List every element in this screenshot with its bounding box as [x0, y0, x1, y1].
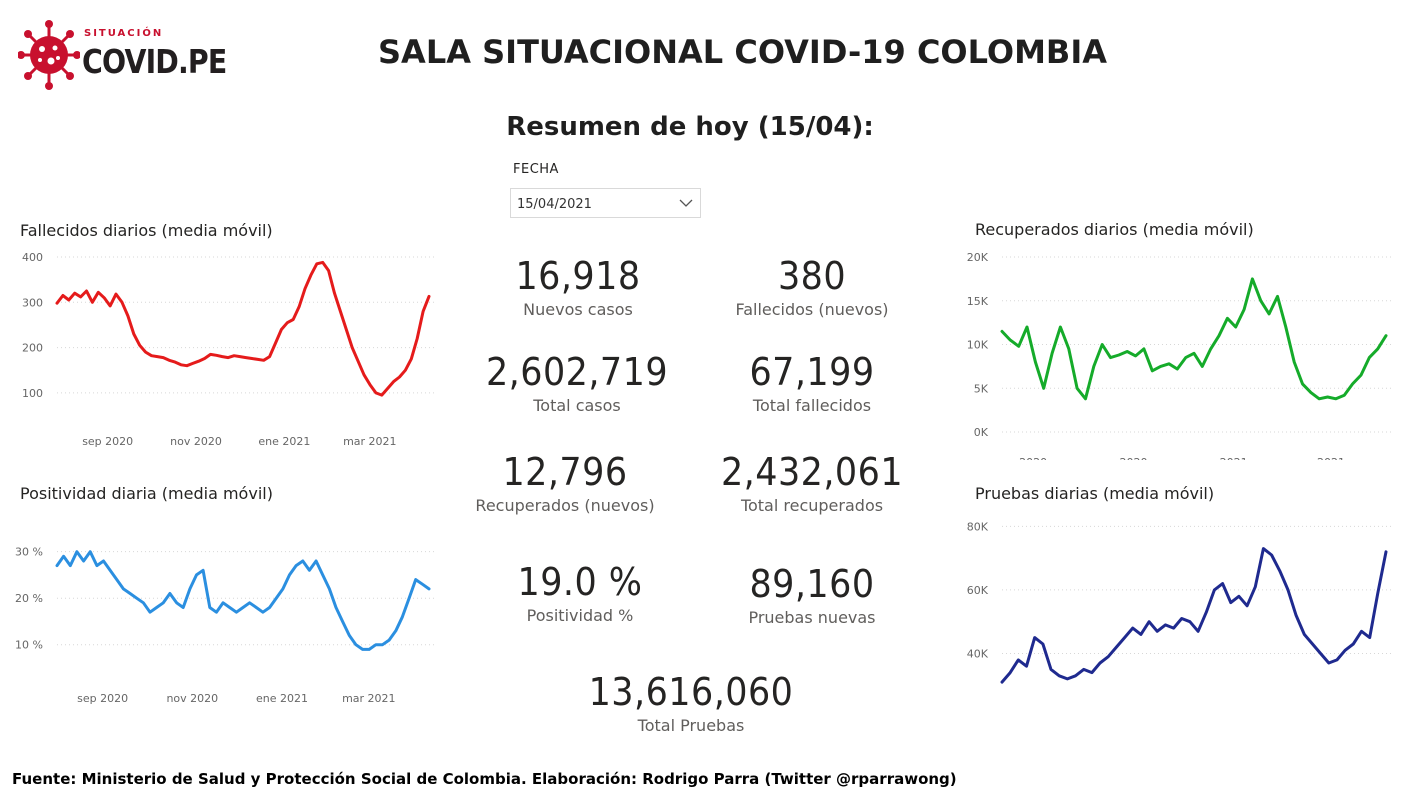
kpi-nuevos-casos: 16,918 Nuevos casos — [478, 254, 678, 320]
kpi-label: Total Pruebas — [637, 716, 745, 735]
series-line-pruebas — [1000, 547, 1388, 684]
y-tick-label: 5K — [974, 382, 989, 395]
series-line-positividad — [55, 550, 431, 651]
logo-top-text: SITUACIÓN — [84, 28, 164, 39]
x-tick-label: ene 2021 — [256, 692, 308, 705]
fallecidos-chart: 100 200 300 400 sep 2020 nov 2020 ene 2021 mar … — [22, 251, 435, 448]
series-line-fallecidos — [55, 260, 431, 397]
kpi-fallecidos-nuevos: 380 Fallecidos (nuevos) — [712, 254, 912, 320]
kpi-value: 2,432,061 — [720, 450, 904, 494]
footer-source: Fuente: Ministerio de Salud y Protección… — [12, 770, 957, 788]
y-tick-label: 200 — [22, 342, 43, 355]
chart-title-fallecidos: Fallecidos diarios (media móvil) — [20, 221, 273, 240]
x-tick-label: sep 2020 — [82, 435, 133, 448]
y-tick-label: 300 — [22, 296, 43, 309]
kpi-label: Nuevos casos — [523, 300, 633, 319]
kpi-pruebas-nuevas: 89,160 Pruebas nuevas — [712, 562, 912, 628]
y-tick-label: 40K — [967, 648, 989, 661]
kpi-value: 380 — [777, 254, 847, 298]
recuperados-chart: 0K 5K 10K 15K 20K sep 2020 nov 2020 ene 2021 mar… — [967, 251, 1392, 460]
logo: SITUACIÓN COVID.PE — [17, 18, 227, 98]
y-tick-label: 30 % — [15, 546, 43, 559]
kpi-label: Pruebas nuevas — [748, 608, 876, 627]
x-tick-label: nov 2020 — [1096, 456, 1148, 460]
x-tick-label: sep 2020 — [996, 456, 1047, 460]
kpi-recuperados-nuevos: 12,796 Recuperados (nuevos) — [465, 450, 665, 516]
kpi-value: 89,160 — [749, 562, 875, 606]
chevron-down-icon — [679, 199, 693, 207]
x-tick-label: mar 2021 — [1292, 456, 1345, 460]
kpi-label: Recuperados (nuevos) — [475, 496, 655, 515]
kpi-value: 16,918 — [515, 254, 641, 298]
y-tick-label: 10K — [967, 339, 989, 352]
chart-title-recuperados: Recuperados diarios (media móvil) — [975, 220, 1254, 239]
kpi-total-fallecidos: 67,199 Total fallecidos — [712, 350, 912, 416]
x-tick-label: nov 2020 — [1116, 722, 1168, 723]
date-filter-dropdown[interactable]: 15/04/2021 — [510, 188, 701, 218]
kpi-value: 2,602,719 — [485, 350, 669, 394]
kpi-value: 13,616,060 — [588, 670, 794, 714]
x-tick-label: ene 2021 — [258, 435, 310, 448]
x-tick-label: mar 2021 — [1297, 722, 1350, 723]
kpi-label: Fallecidos (nuevos) — [735, 300, 889, 319]
kpi-total-casos: 2,602,719 Total casos — [462, 350, 692, 416]
kpi-value: 67,199 — [749, 350, 875, 394]
positividad-chart: 10 % 20 % 30 % sep 2020 nov 2020 ene 2021 mar … — [15, 546, 435, 705]
y-tick-label: 15K — [967, 295, 989, 308]
x-tick-label: mar 2021 — [342, 692, 395, 705]
y-tick-label: 10 % — [15, 639, 43, 652]
kpi-label: Total casos — [533, 396, 621, 415]
date-filter-label: FECHA — [513, 162, 559, 177]
x-tick-label: sep 2020 — [1024, 722, 1075, 723]
date-filter-value: 15/04/2021 — [517, 197, 592, 212]
x-tick-label: ene 2021 — [1196, 456, 1248, 460]
y-tick-label: 0K — [974, 426, 989, 439]
chart-title-pruebas: Pruebas diarias (media móvil) — [975, 484, 1215, 503]
pruebas-chart: 40K 60K 80K sep 2020 nov 2020 ene 2021 mar 202… — [967, 520, 1392, 723]
x-tick-label: mar 2021 — [343, 435, 396, 448]
kpi-value: 19.0 % — [517, 560, 643, 604]
x-tick-label: sep 2020 — [77, 692, 128, 705]
y-tick-label: 100 — [22, 387, 43, 400]
kpi-label: Positividad % — [526, 606, 634, 625]
kpi-label: Total fallecidos — [752, 396, 872, 415]
y-tick-label: 400 — [22, 251, 43, 264]
summary-heading: Resumen de hoy (15/04): — [506, 112, 874, 142]
y-tick-label: 20K — [967, 251, 989, 264]
y-tick-label: 20 % — [15, 592, 43, 605]
kpi-total-pruebas: 13,616,060 Total Pruebas — [571, 670, 811, 736]
kpi-total-recuperados: 2,432,061 Total recuperados — [697, 450, 927, 516]
x-tick-label: ene 2021 — [1208, 722, 1260, 723]
logo-main-text: COVID.PE — [82, 42, 227, 81]
page-title: SALA SITUACIONAL COVID-19 COLOMBIA — [378, 33, 1107, 71]
series-line-recuperados — [1000, 277, 1388, 401]
y-tick-label: 80K — [967, 520, 989, 533]
y-tick-label: 60K — [967, 584, 989, 597]
virus-icon — [17, 20, 81, 90]
x-tick-label: nov 2020 — [170, 435, 222, 448]
kpi-value: 12,796 — [502, 450, 628, 494]
x-tick-label: nov 2020 — [166, 692, 218, 705]
kpi-label: Total recuperados — [740, 496, 884, 515]
kpi-positividad: 19.0 % Positividad % — [480, 560, 680, 626]
chart-title-positividad: Positividad diaria (media móvil) — [20, 484, 273, 503]
